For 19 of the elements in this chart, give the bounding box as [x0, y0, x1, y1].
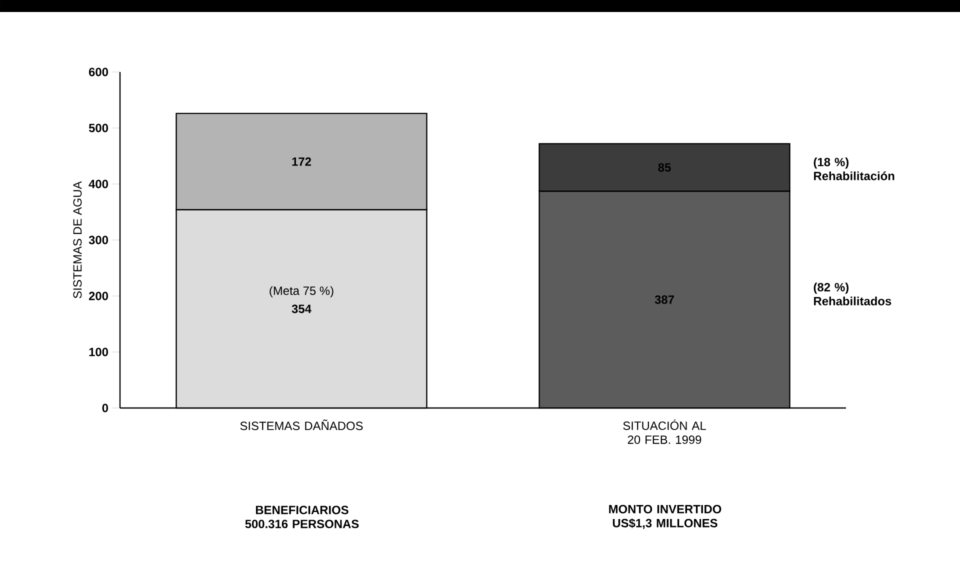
data-label: 172 — [292, 157, 312, 166]
x-tick-label: SISTEMAS DAÑADOS — [240, 420, 363, 430]
y-axis-title: SISTEMAS DE AGUA — [73, 181, 82, 298]
text: BENEFICIARIOS 500.316 PERSONAS — [245, 506, 359, 528]
annotation: (Meta 75 %) — [270, 286, 334, 298]
y-tick-label: 300 — [88, 236, 108, 244]
y-tick-label: 400 — [88, 180, 108, 188]
y-tick-label: 100 — [89, 348, 108, 356]
y-tick-label: 0 — [102, 404, 108, 412]
y-tick-label: 200 — [88, 292, 108, 300]
data-label: 387 — [654, 295, 674, 304]
annotation: (18 %) Rehabilitación — [814, 158, 894, 180]
text: MONTO INVERTIDO US$1,3 MILLONES — [609, 504, 722, 530]
x-tick-label: SITUACIÓN AL 20 FEB. 1999 — [623, 420, 706, 444]
y-tick-label: 500 — [88, 124, 108, 132]
data-label: 354 — [292, 304, 312, 314]
annotation: (82 %) Rehabilitados — [814, 282, 892, 306]
y-tick-label: 600 — [88, 68, 108, 76]
data-label: 85 — [658, 163, 671, 172]
